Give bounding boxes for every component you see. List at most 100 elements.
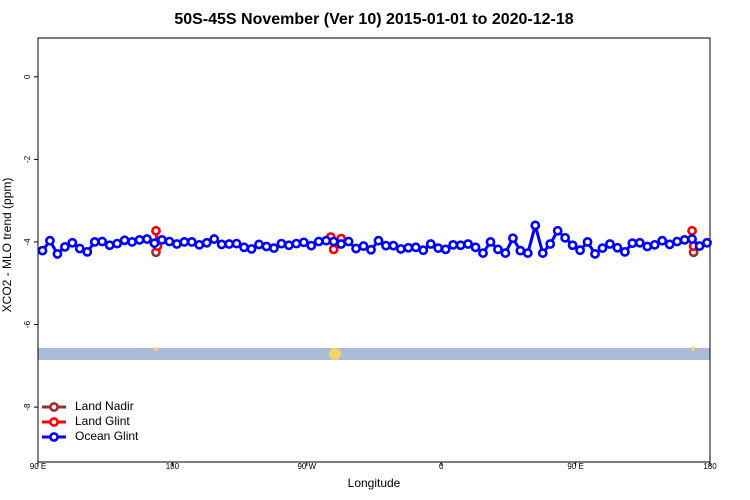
point (358, 241, 369, 251)
land-dot (154, 347, 158, 351)
point (254, 239, 264, 250)
point (702, 237, 712, 248)
point (552, 225, 563, 236)
point (164, 236, 175, 247)
point (612, 242, 623, 253)
point (201, 237, 212, 248)
point (590, 249, 600, 259)
legend-marker (49, 417, 59, 427)
point (418, 245, 429, 256)
point (328, 236, 339, 247)
point (306, 240, 317, 251)
point (194, 239, 205, 250)
point (440, 244, 451, 255)
point (470, 242, 481, 253)
point (582, 237, 593, 247)
point (649, 239, 660, 250)
point (328, 244, 339, 255)
point (179, 237, 190, 247)
point (485, 237, 496, 247)
point (567, 240, 578, 251)
point (171, 239, 182, 249)
point (500, 248, 511, 258)
point (575, 245, 585, 256)
point (410, 242, 421, 253)
point (134, 234, 145, 245)
point (52, 249, 63, 259)
point (269, 243, 279, 254)
point (687, 225, 697, 236)
point (276, 238, 287, 249)
land-dot (691, 347, 695, 351)
chart-title: 50S-45S November (Ver 10) 2015-01-01 to … (174, 11, 573, 28)
point (522, 248, 533, 258)
y-axis-label: XCO2 - MLO trend (ppm) (0, 178, 14, 313)
point (231, 238, 242, 249)
point (381, 240, 391, 251)
land-dot (329, 348, 341, 360)
point (373, 235, 384, 246)
point (224, 239, 235, 249)
point (687, 234, 697, 244)
point (403, 242, 414, 253)
y-tick-label: 0 (23, 74, 32, 79)
point (664, 239, 675, 250)
point (45, 235, 55, 246)
point (657, 235, 668, 246)
point (351, 243, 361, 254)
point (343, 236, 354, 247)
point (313, 236, 324, 247)
x-tick-label: 180 (166, 462, 180, 471)
y-tick-label: -6 (23, 320, 32, 328)
point (694, 241, 705, 251)
y-tick-label: -2 (23, 155, 32, 163)
point (127, 237, 137, 247)
point (448, 239, 459, 250)
point (74, 243, 85, 254)
point (67, 237, 78, 248)
legend-label: Land Nadir (75, 399, 134, 413)
x-tick-label: 0 (439, 462, 444, 471)
point (545, 239, 556, 249)
point (142, 234, 152, 244)
point (209, 234, 220, 244)
point (149, 238, 160, 249)
point (157, 234, 167, 245)
point (395, 244, 406, 254)
point (425, 239, 436, 249)
point (597, 243, 608, 254)
legend-label: Land Glint (75, 414, 130, 428)
point (642, 241, 653, 252)
x-tick-label: 90 E (567, 462, 583, 471)
point (151, 225, 161, 236)
point (388, 240, 399, 251)
point (216, 239, 227, 250)
point (530, 220, 541, 231)
x-tick-label: 180 (703, 462, 717, 471)
point (537, 248, 548, 258)
x-tick-label: 90 W (297, 462, 316, 471)
point (291, 238, 302, 249)
point (455, 240, 466, 251)
point (97, 236, 108, 247)
point (89, 237, 100, 247)
point (283, 240, 294, 251)
point (104, 240, 115, 251)
point (634, 237, 645, 248)
legend-marker (49, 432, 59, 442)
point (59, 242, 70, 252)
point (261, 241, 272, 252)
point (507, 233, 518, 244)
point (679, 234, 690, 245)
point (463, 239, 473, 249)
point (321, 235, 332, 246)
point (493, 244, 503, 255)
point (627, 238, 638, 249)
point (298, 237, 309, 248)
point (336, 239, 347, 249)
point (619, 246, 630, 257)
y-tick-label: -8 (23, 403, 32, 411)
point (605, 239, 615, 249)
point (37, 245, 48, 256)
legend-label: Ocean Glint (75, 429, 139, 443)
